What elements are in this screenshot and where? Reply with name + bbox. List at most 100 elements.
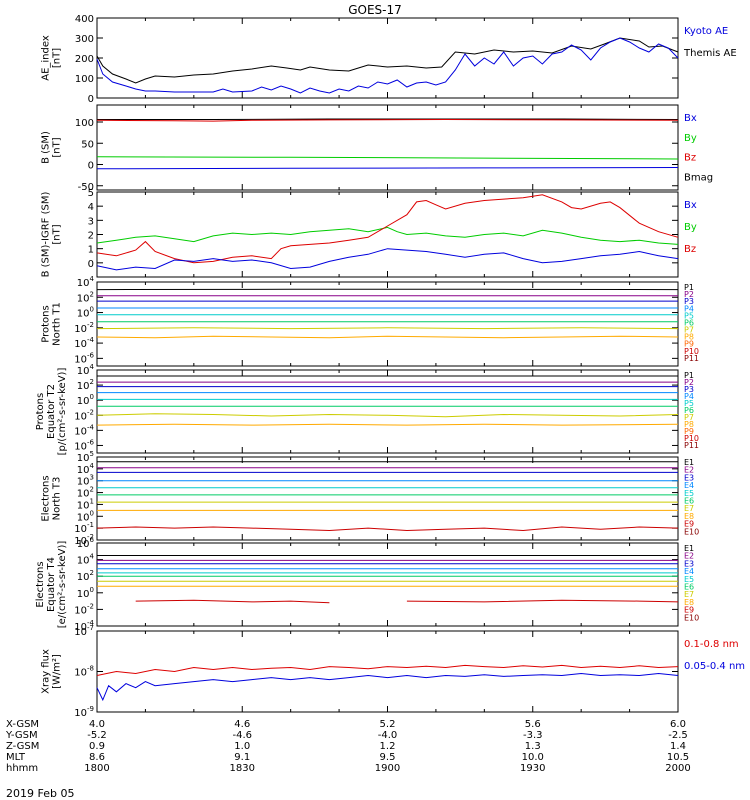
y-tick-label: 104 [77, 553, 95, 567]
legend-label: P8 [684, 333, 694, 342]
legend-label: P1 [684, 371, 694, 380]
x-row-value: -3.3 [523, 730, 543, 741]
series-bx [96, 248, 679, 271]
y-axis-label-line: North T1 [52, 302, 63, 346]
panel-1: 0 100 200 300 400 AE_index [nT] Kyoto AE Themis … [41, 14, 737, 105]
legend-label: Bx [684, 113, 697, 124]
series-0-1-0-8-nm [96, 664, 679, 676]
series-bz [96, 118, 679, 122]
y-axis-label: Protons North T1 [41, 302, 63, 346]
y-axis-label-line: Equator T2 [46, 384, 57, 439]
legend-label: E8 [684, 512, 694, 521]
legend-label: E10 [684, 527, 699, 536]
legend-label: P8 [684, 420, 694, 429]
panel-3: 0 1 2 3 4 5 B (SM)-IGRF (SM) [nT] Bx By Bz [41, 188, 697, 278]
y-axis-label-line: North T3 [52, 477, 63, 521]
y-axis-label: AE_index [nT] [41, 35, 63, 81]
series-bmag [97, 118, 679, 120]
legend-label: E4 [684, 567, 694, 576]
x-row-label: Y-GSM [5, 730, 38, 741]
legend-label: E3 [684, 559, 694, 568]
legend-label: P9 [684, 427, 694, 436]
series-p8 [96, 423, 679, 426]
legend-label: P1 [684, 283, 694, 292]
y-tick-label: 0 [88, 161, 94, 172]
legend-label: P4 [684, 304, 694, 313]
y-axis-label: Electrons Equator T4 [e/(cm²-s-sr-keV)] [35, 541, 68, 629]
legend-label: Bz [684, 244, 696, 255]
series-p7 [96, 413, 679, 418]
y-axis-label-line: Xray flux [41, 649, 52, 694]
series-themis-ae [96, 37, 679, 84]
x-row-value: -2.5 [668, 730, 688, 741]
series-by [96, 156, 679, 160]
y-axis-label-line: Protons [35, 393, 46, 430]
x-row-label: X-GSM [6, 719, 39, 730]
x-row-value: -5.2 [87, 730, 107, 741]
legend-label: P5 [684, 399, 694, 408]
panel-frame [96, 17, 679, 99]
legend-label: P10 [684, 347, 699, 356]
panel-frame [96, 630, 679, 713]
legend-label: E9 [684, 520, 694, 529]
legend-label: P7 [684, 326, 694, 335]
legend-label: E5 [684, 489, 694, 498]
legend-label: Bz [684, 153, 696, 164]
y-axis-label-line: [nT] [52, 48, 63, 68]
series-e9 [135, 599, 330, 604]
legend-label: P6 [684, 406, 694, 415]
date-label: 2019 Feb 05 [6, 787, 74, 800]
y-tick-label: 10-9 [74, 705, 94, 719]
x-row-label: Z-GSM [6, 741, 39, 752]
y-axis-label-line: Protons [41, 305, 52, 342]
x-row-label: hhmm [6, 763, 38, 774]
legend-label: P11 [684, 354, 699, 363]
legend-label: E6 [684, 583, 694, 592]
x-row-value: 10.5 [667, 752, 689, 763]
y-axis-label-line: [W/m²] [52, 654, 63, 689]
y-axis-label-line: Electrons [35, 561, 46, 607]
legend-label: Bx [684, 200, 697, 211]
series-p7 [96, 327, 679, 330]
y-tick-label: 200 [75, 54, 94, 65]
x-row-value: 6.0 [670, 719, 686, 730]
y-axis-label-line: AE_index [41, 35, 52, 81]
legend-label: Kyoto AE [684, 26, 728, 37]
y-tick-label: 0 [88, 94, 94, 105]
x-row-value: 1800 [84, 763, 109, 774]
series-p8 [96, 335, 679, 339]
panel-2: -50 0 50 100 B (SM) [nT] Bx By Bz Bmag [41, 104, 713, 193]
series-kyoto-ae [96, 37, 679, 94]
legend-label: P11 [684, 441, 699, 450]
y-tick-label: 100 [75, 118, 94, 129]
x-row-value: 1930 [520, 763, 545, 774]
legend-label: 0.05-0.4 nm [684, 661, 745, 672]
y-tick-label: 10-4 [74, 423, 94, 437]
y-tick-label: 10-4 [74, 336, 94, 350]
legend-label: E6 [684, 497, 694, 506]
series-by [96, 226, 679, 245]
legend-label: P10 [684, 434, 699, 443]
legend-label: P5 [684, 311, 694, 320]
x-row-value: 1830 [230, 763, 255, 774]
x-row-value: 1.4 [670, 741, 686, 752]
legend-label: Themis AE [683, 48, 737, 59]
y-axis-label-line: B (SM)-IGRF (SM) [41, 192, 52, 278]
series-e9 [406, 599, 679, 603]
legend-label: E2 [684, 466, 694, 475]
legend-label: P3 [684, 385, 694, 394]
legend-label: By [684, 222, 697, 233]
y-axis-label-line: [p/(cm²-s-sr-keV)] [57, 368, 68, 456]
y-axis-label: B (SM) [nT] [41, 131, 63, 164]
legend-label: By [684, 133, 697, 144]
x-row-value: 4.6 [234, 719, 250, 730]
panel-8: 10-7 10-8 10-9 Xray flux [W/m²] 0.1-0.8 nm 0.0… [41, 624, 746, 719]
series-bz [96, 194, 679, 264]
y-tick-label: 100 [75, 74, 94, 85]
plot-title: GOES-17 [348, 3, 402, 17]
x-row-value: 1.2 [380, 741, 396, 752]
y-tick-label: -50 [78, 182, 94, 193]
